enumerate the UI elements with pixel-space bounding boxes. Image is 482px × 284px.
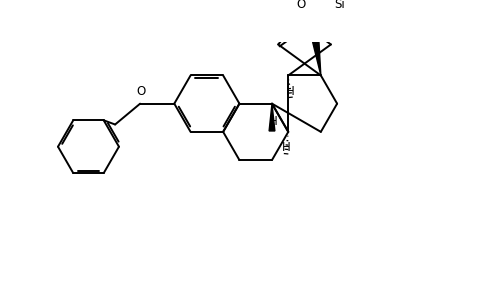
- Text: H: H: [285, 85, 294, 98]
- Text: Si: Si: [334, 0, 345, 11]
- Text: H: H: [282, 141, 291, 154]
- Text: H: H: [268, 115, 278, 128]
- Text: O: O: [136, 85, 146, 98]
- Polygon shape: [313, 41, 321, 76]
- Text: O: O: [297, 0, 306, 11]
- Polygon shape: [269, 104, 275, 131]
